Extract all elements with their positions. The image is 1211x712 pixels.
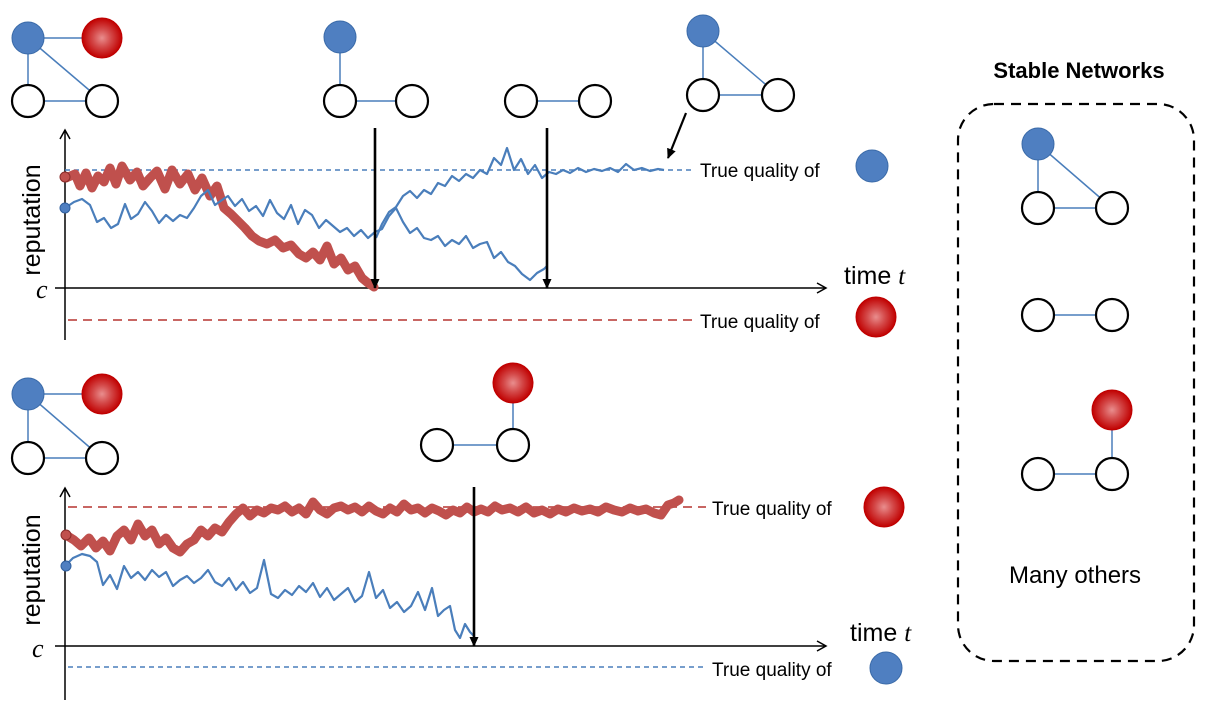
top-x-axis-label: time t bbox=[844, 262, 906, 290]
top-blue-reputation-curve-1 bbox=[64, 188, 548, 282]
bottom-threshold-label: c bbox=[32, 634, 44, 663]
top-network-final bbox=[685, 14, 796, 113]
top-y-axis-label: reputation bbox=[18, 164, 46, 275]
stable-networks-many-others: Many others bbox=[1009, 562, 1141, 589]
top-pointer-arrow bbox=[666, 112, 688, 159]
stable-network-pair bbox=[1020, 297, 1130, 333]
top-red-reputation-curve bbox=[61, 161, 379, 292]
top-threshold-label: c bbox=[36, 275, 48, 304]
bottom-red-reputation-curve bbox=[61, 495, 684, 557]
bottom-quality-high-label: True quality of bbox=[712, 499, 832, 520]
top-network-initial bbox=[10, 17, 123, 119]
top-quality-high-label: True quality of bbox=[700, 161, 820, 182]
top-network-stage-3 bbox=[503, 83, 613, 119]
top-start-dot-blue bbox=[59, 202, 71, 214]
bottom-quality-low-node bbox=[869, 651, 903, 685]
bottom-y-axis-label: reputation bbox=[18, 514, 46, 625]
top-network-stage-2 bbox=[322, 20, 430, 119]
top-start-dot-red bbox=[59, 171, 71, 183]
stable-network-red-chain bbox=[1020, 389, 1133, 492]
bottom-start-dot-blue bbox=[60, 560, 72, 572]
stable-network-triangle bbox=[1020, 127, 1130, 226]
bottom-quality-low-label: True quality of bbox=[712, 660, 832, 681]
top-quality-low-label: True quality of bbox=[700, 312, 820, 333]
bottom-network-final bbox=[419, 362, 534, 463]
bottom-panel: reputation c time t True quality of True… bbox=[10, 362, 912, 700]
bottom-quality-high-node bbox=[863, 486, 905, 528]
bottom-start-dot-red bbox=[60, 529, 72, 541]
stable-networks-box bbox=[956, 102, 1196, 663]
top-panel: reputation c time t True quality of True… bbox=[10, 14, 906, 340]
bottom-blue-reputation-curve bbox=[64, 552, 475, 640]
top-quality-low-node bbox=[855, 296, 897, 338]
stable-networks-panel: Stable Networks Many others bbox=[956, 58, 1196, 663]
top-blue-reputation-curve-2 bbox=[374, 146, 665, 239]
top-quality-high-node bbox=[855, 149, 889, 183]
stable-networks-title: Stable Networks bbox=[993, 58, 1164, 83]
bottom-network-initial bbox=[10, 373, 123, 476]
bottom-x-axis-label: time t bbox=[850, 619, 912, 647]
